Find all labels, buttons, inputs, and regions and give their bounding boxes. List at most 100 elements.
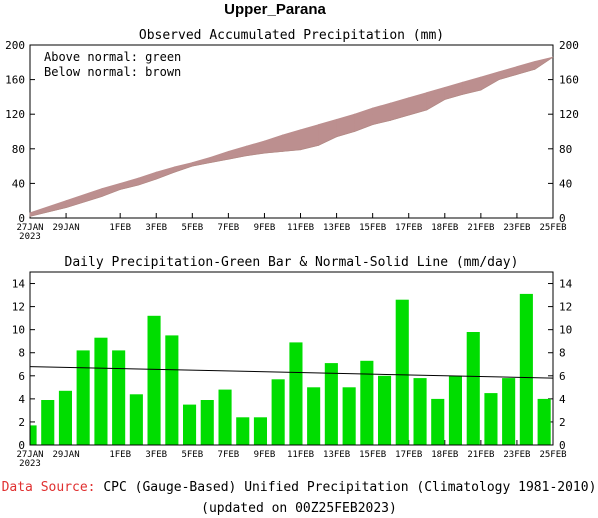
top-xtick-label: 11FEB — [287, 223, 314, 233]
bot-xtick-label: 9FEB — [254, 450, 276, 460]
bot-year-label: 2023 — [19, 459, 41, 469]
daily-bar — [165, 335, 179, 445]
top-ytick-label-left: 200 — [5, 39, 25, 52]
bot-ytick-label-left: 6 — [18, 370, 25, 383]
top-ytick-label-left: 40 — [12, 177, 25, 190]
bot-ytick-label-left: 14 — [12, 278, 26, 291]
top-xtick-label: 13FEB — [323, 223, 350, 233]
daily-bar — [289, 342, 303, 445]
bot-xtick-label: 11FEB — [287, 450, 314, 460]
top-ytick-label-left: 80 — [12, 143, 25, 156]
bot-ytick-label-right: 0 — [559, 439, 566, 452]
daily-bar — [378, 375, 392, 445]
top-xtick-label: 25FEB — [539, 223, 566, 233]
daily-bar — [147, 315, 161, 445]
bot-xtick-label: 25FEB — [539, 450, 566, 460]
top-xtick-label: 7FEB — [218, 223, 240, 233]
top-xtick-label: 27JAN — [16, 223, 43, 233]
bot-ytick-label-right: 6 — [559, 370, 566, 383]
below-normal-area — [101, 182, 121, 197]
bot-ytick-label-right: 4 — [559, 393, 566, 406]
bot-ytick-label-right: 10 — [559, 324, 572, 337]
top-xtick-label: 3FEB — [145, 223, 167, 233]
daily-bar — [413, 378, 427, 445]
below-normal-area — [336, 113, 356, 138]
bot-xtick-label: 1FEB — [109, 450, 131, 460]
bot-xtick-label: 15FEB — [359, 450, 386, 460]
top-ytick-label-right: 40 — [559, 177, 572, 190]
daily-bar — [519, 293, 533, 445]
top-ytick-label-right: 200 — [559, 39, 579, 52]
top-xtick-label: 9FEB — [254, 223, 276, 233]
daily-bar — [58, 390, 72, 445]
footer-source: Data Source: CPC (Gauge-Based) Unified P… — [0, 480, 598, 495]
below-normal-area — [462, 76, 482, 95]
bot-xtick-label: 29JAN — [53, 450, 80, 460]
top-ytick-label-right: 80 — [559, 143, 572, 156]
daily-bar — [342, 387, 356, 445]
daily-bar — [183, 404, 197, 445]
daily-bar — [395, 299, 409, 445]
daily-bar — [537, 398, 551, 445]
source-text: CPC (Gauge-Based) Unified Precipitation … — [103, 480, 597, 495]
bot-xtick-label: 27JAN — [16, 450, 43, 460]
normal-line — [29, 366, 554, 379]
below-normal-area — [390, 97, 410, 121]
top-ytick-label-left: 160 — [5, 74, 25, 87]
daily-bar — [271, 379, 285, 445]
below-normal-area — [29, 200, 67, 217]
bot-ytick-label-left: 2 — [18, 416, 25, 429]
top-year-label: 2023 — [19, 232, 41, 242]
below-normal-area — [372, 102, 392, 126]
legend-above: Above normal: green — [44, 50, 181, 64]
footer-updated: (updated on 00Z25FEB2023) — [201, 501, 397, 516]
daily-bar — [30, 425, 37, 445]
bot-ytick-label-right: 8 — [559, 347, 566, 360]
daily-bar — [324, 363, 338, 445]
top-ytick-label-right: 0 — [559, 212, 566, 225]
bot-xtick-label: 23FEB — [503, 450, 530, 460]
below-normal-area — [282, 129, 301, 152]
daily-bar — [448, 375, 462, 445]
below-normal-area — [191, 156, 211, 167]
accumulated-precip-panel: Observed Accumulated Precipitation (mm) 0… — [5, 28, 579, 242]
daily-bar — [94, 337, 108, 445]
below-normal-area — [119, 177, 139, 191]
below-normal-area — [318, 118, 338, 146]
bot-ytick-label-left: 12 — [12, 301, 25, 314]
below-normal-area — [426, 86, 446, 111]
top-xtick-label: 15FEB — [359, 223, 386, 233]
bot-xtick-label: 21FEB — [467, 450, 494, 460]
daily-bar — [112, 350, 126, 445]
top-xtick-label: 23FEB — [503, 223, 530, 233]
below-normal-area — [263, 134, 283, 154]
below-normal-area — [137, 171, 157, 186]
daily-bar — [41, 400, 55, 445]
daily-bar — [76, 350, 90, 445]
below-normal-area — [173, 162, 193, 173]
page-title: Upper_Parana — [224, 1, 326, 18]
daily-bar — [307, 387, 321, 445]
daily-bar — [431, 398, 445, 445]
bot-ytick-label-left: 4 — [18, 393, 25, 406]
bot-xtick-label: 5FEB — [181, 450, 203, 460]
bot-ytick-label-right: 12 — [559, 301, 572, 314]
below-normal-area — [516, 60, 536, 75]
top-ytick-label-left: 120 — [5, 108, 25, 121]
top-xtick-label: 5FEB — [181, 223, 203, 233]
daily-precip-panel: Daily Precipitation-Green Bar & Normal-S… — [12, 255, 573, 469]
bot-xtick-label: 7FEB — [218, 450, 240, 460]
bot-xtick-label: 17FEB — [395, 450, 422, 460]
bot-frame-overlay — [29, 271, 554, 446]
bot-xtick-label: 13FEB — [323, 450, 350, 460]
daily-bar — [466, 332, 480, 445]
top-frame — [29, 44, 554, 219]
bot-ytick-label-left: 8 — [18, 347, 25, 360]
top-title: Observed Accumulated Precipitation (mm) — [139, 28, 444, 43]
top-ytick-label-right: 160 — [559, 74, 579, 87]
below-normal-area — [498, 66, 518, 81]
daily-bar — [253, 417, 267, 445]
legend-below: Below normal: brown — [44, 65, 181, 79]
